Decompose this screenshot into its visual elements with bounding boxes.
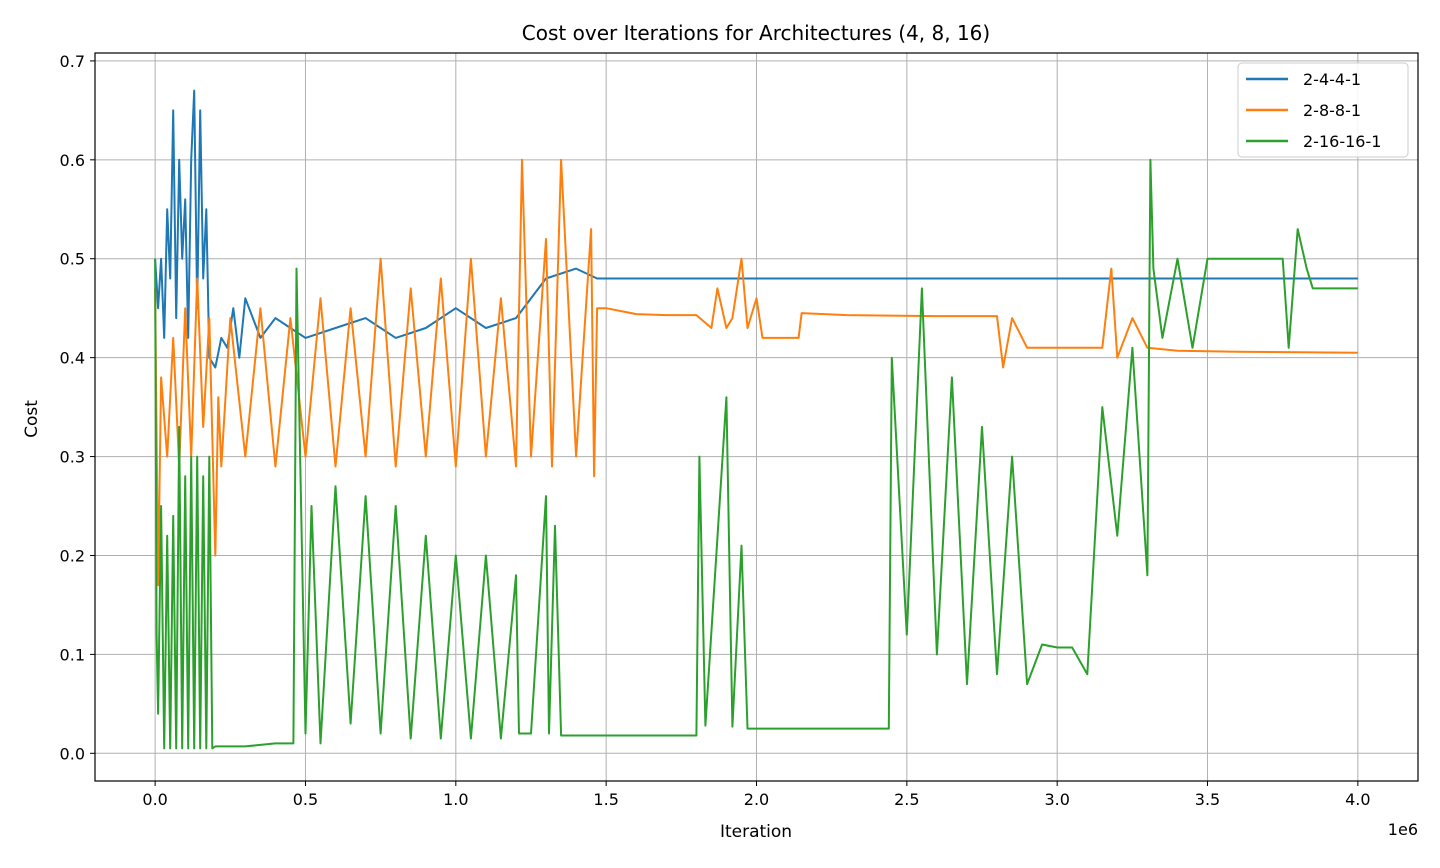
legend-box: [1237, 62, 1409, 158]
y-tick-label: 0.7: [60, 52, 85, 71]
x-axis-label: Iteration: [720, 822, 792, 842]
x-tick-label: 4.0: [1345, 790, 1370, 809]
y-tick-label: 0.6: [60, 151, 85, 170]
y-tick-label: 0.3: [60, 448, 85, 467]
x-tick-label: 3.0: [1044, 790, 1069, 809]
legend-label-2-16-16-1: 2-16-16-1: [1303, 132, 1381, 151]
x-tick-label: 3.5: [1195, 790, 1220, 809]
x-tick-label: 1.0: [443, 790, 468, 809]
x-tick-label: 0.0: [142, 790, 167, 809]
series-line-2-8-8-1: [154, 158, 1358, 587]
legend: 2-4-4-1 2-8-8-1 2-16-16-1: [1237, 62, 1409, 158]
x-tick-label: 2.0: [744, 790, 769, 809]
y-tick-label: 0.0: [60, 744, 85, 763]
grid: [95, 53, 1418, 781]
x-tick-label: 0.5: [293, 790, 318, 809]
plot-series: [154, 89, 1358, 750]
y-axis-label: Cost: [22, 400, 42, 438]
y-tick-label: 0.1: [60, 645, 85, 664]
y-tick-label: 0.5: [60, 250, 85, 269]
chart-title: Cost over Iterations for Architectures (…: [522, 21, 990, 45]
x-tick-label: 2.5: [894, 790, 919, 809]
y-tick-label: 0.2: [60, 546, 85, 565]
legend-label-2-8-8-1: 2-8-8-1: [1303, 101, 1361, 120]
y-tick-label: 0.4: [60, 349, 85, 368]
x-tick-label: 1.5: [593, 790, 618, 809]
x-axis-offset-label: 1e6: [1388, 820, 1418, 839]
ticks: 0.0 0.5 1.0 1.5 2.0 2.5 3.0 3.5 4.0 0.0 0.1 0.2 0.3 0…: [60, 52, 1371, 809]
legend-label-2-4-4-1: 2-4-4-1: [1303, 70, 1361, 89]
series-line-2-16-16-1: [154, 158, 1358, 750]
